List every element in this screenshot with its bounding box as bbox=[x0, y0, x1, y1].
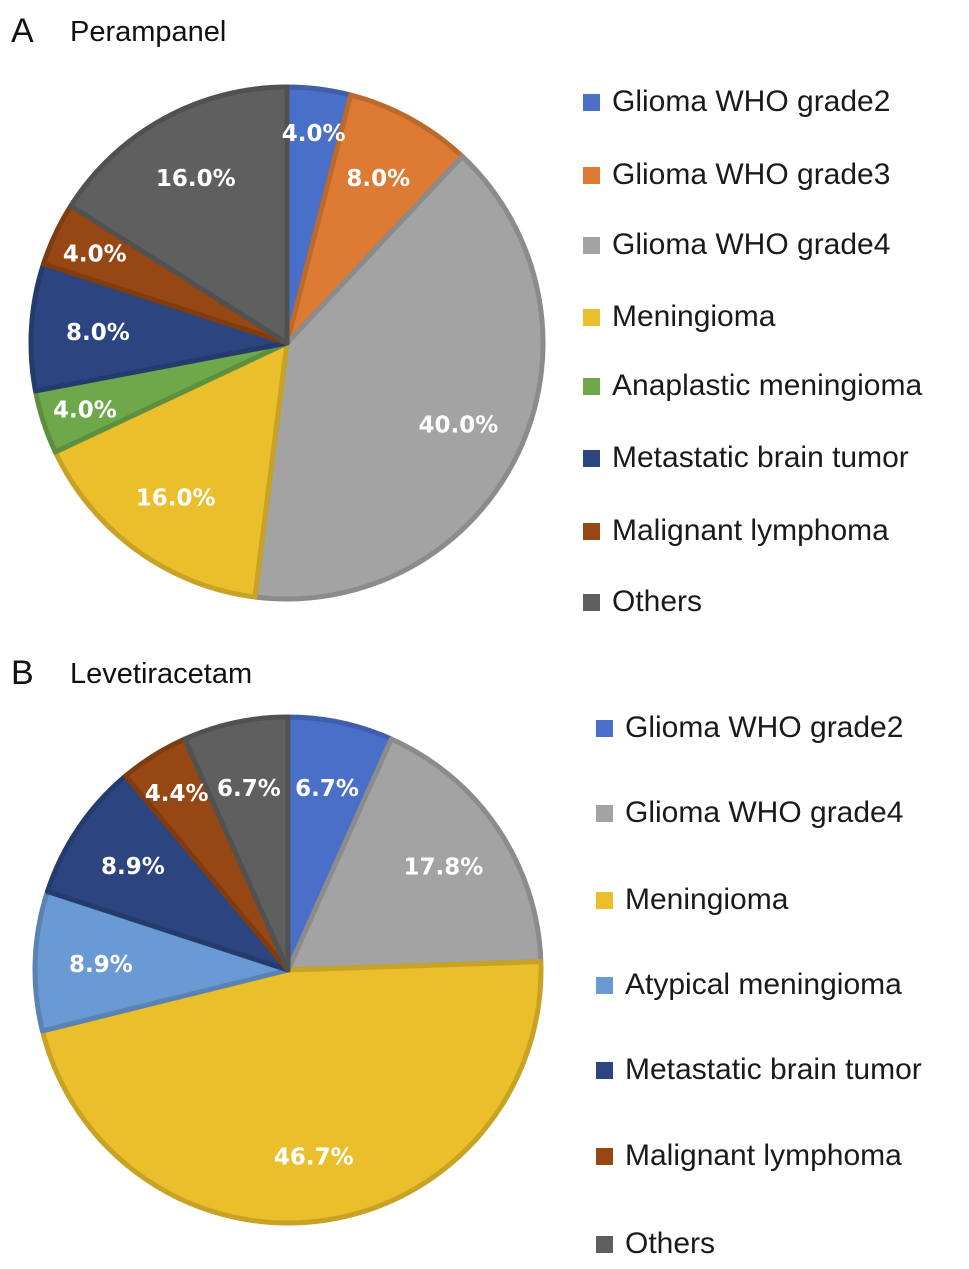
legend-item: Metastatic brain tumor bbox=[583, 440, 909, 476]
legend-item: Glioma WHO grade2 bbox=[583, 84, 890, 120]
pie-b: 6.7% 17.8% 46.7% 8.9% 8.9% 4.4% 6.7% bbox=[32, 714, 544, 1226]
legend-label: Atypical meningioma bbox=[625, 968, 902, 1001]
slice-data-label: 4.0% bbox=[63, 242, 127, 268]
legend-label: Glioma WHO grade3 bbox=[612, 158, 891, 191]
panel-b-letter: B bbox=[11, 654, 34, 692]
legend-swatch bbox=[596, 891, 613, 909]
legend-item: Malignant lymphoma bbox=[583, 513, 889, 549]
pie-slice bbox=[39, 959, 544, 1226]
legend-item: Glioma WHO grade4 bbox=[596, 795, 903, 831]
legend-label: Glioma WHO grade4 bbox=[612, 228, 891, 261]
legend-item: Glioma WHO grade2 bbox=[596, 710, 903, 746]
panel-a-title: Perampanel bbox=[70, 16, 227, 48]
pie-slice bbox=[285, 736, 544, 973]
legend-swatch bbox=[583, 449, 600, 467]
legend-label: Anaplastic meningioma bbox=[612, 369, 923, 402]
slice-data-label: 46.7% bbox=[274, 1144, 354, 1170]
legend-item: Malignant lymphoma bbox=[596, 1138, 902, 1174]
slice-data-label: 4.0% bbox=[282, 121, 346, 147]
legend-item: Atypical meningioma bbox=[596, 967, 902, 1003]
slice-data-label: 8.9% bbox=[69, 952, 133, 978]
legend-swatch bbox=[596, 1235, 613, 1253]
legend-item: Glioma WHO grade3 bbox=[583, 157, 890, 193]
legend-item: Others bbox=[583, 584, 702, 620]
legend-item: Meningioma bbox=[596, 882, 788, 918]
legend-swatch bbox=[583, 93, 600, 111]
slice-data-label: 16.0% bbox=[156, 166, 236, 192]
legend-swatch bbox=[596, 1147, 613, 1165]
legend-item: Others bbox=[596, 1226, 715, 1262]
slice-data-label: 17.8% bbox=[404, 855, 484, 881]
legend-swatch bbox=[596, 804, 613, 822]
legend-swatch bbox=[583, 166, 600, 184]
legend-swatch bbox=[583, 522, 600, 540]
pie-a: 4.0%8.0%40.0%16.0%4.0%8.0%4.0%16.0% bbox=[28, 84, 546, 602]
legend-item: Anaplastic meningioma bbox=[583, 368, 922, 404]
legend-label: Meningioma bbox=[612, 300, 776, 333]
legend-label: Malignant lymphoma bbox=[612, 514, 889, 547]
pie-slice bbox=[284, 92, 465, 346]
legend-swatch bbox=[596, 1061, 613, 1079]
legend-item: Metastatic brain tumor bbox=[596, 1052, 922, 1088]
legend-swatch bbox=[596, 976, 613, 994]
legend-swatch bbox=[583, 236, 600, 254]
legend-label: Meningioma bbox=[625, 883, 789, 916]
slice-data-label: 4.4% bbox=[145, 781, 209, 807]
slice-data-label: 6.7% bbox=[217, 776, 281, 802]
legend-swatch bbox=[583, 377, 600, 395]
pie-slice bbox=[252, 153, 546, 602]
legend-label: Glioma WHO grade2 bbox=[625, 711, 904, 744]
legend-swatch bbox=[596, 719, 613, 737]
legend-label: Others bbox=[625, 1227, 716, 1260]
panel-b-title: Levetiracetam bbox=[70, 658, 253, 690]
panel-a-letter: A bbox=[11, 12, 34, 50]
slice-data-label: 6.7% bbox=[295, 776, 359, 802]
slice-data-label: 4.0% bbox=[53, 398, 117, 424]
slice-data-label: 40.0% bbox=[419, 413, 499, 439]
legend-label: Metastatic brain tumor bbox=[612, 441, 909, 474]
pie-slice bbox=[28, 261, 290, 394]
slice-data-label: 8.0% bbox=[346, 166, 410, 192]
legend-label: Glioma WHO grade4 bbox=[625, 796, 904, 829]
legend-swatch bbox=[583, 593, 600, 611]
slice-data-label: 8.0% bbox=[66, 320, 130, 346]
pie-slice bbox=[68, 84, 290, 346]
pie-slice bbox=[32, 889, 291, 1034]
legend-item: Glioma WHO grade4 bbox=[583, 227, 890, 263]
pie-slice bbox=[52, 340, 290, 600]
pie-slice bbox=[44, 773, 291, 973]
legend-label: Malignant lymphoma bbox=[625, 1139, 902, 1172]
legend-label: Others bbox=[612, 585, 703, 618]
legend-item: Meningioma bbox=[583, 299, 775, 335]
legend-label: Metastatic brain tumor bbox=[625, 1053, 922, 1086]
slice-data-label: 8.9% bbox=[101, 854, 165, 880]
legend-swatch bbox=[583, 308, 600, 326]
legend-label: Glioma WHO grade2 bbox=[612, 85, 891, 118]
slice-data-label: 16.0% bbox=[136, 485, 216, 511]
pie-slice bbox=[182, 714, 291, 973]
